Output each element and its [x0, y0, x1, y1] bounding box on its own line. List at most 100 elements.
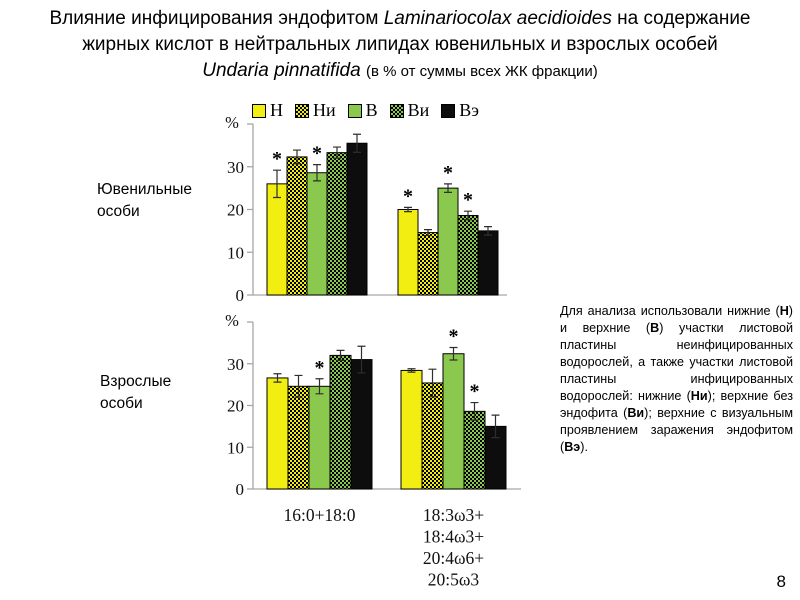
legend-swatch-green [347, 103, 362, 118]
legend-label: Вэ [459, 100, 480, 120]
error-bar-В-group2 [449, 346, 458, 361]
row-label-adult: Взрослые особи [100, 373, 172, 412]
significance-star: * [449, 325, 459, 347]
legend-item-Ви: Ви [389, 100, 430, 121]
legend-item-Ни: Ни [295, 100, 336, 121]
chart-legend: Н Ни В Ви Вэ [252, 100, 479, 121]
error-bar-Ви-group1 [333, 146, 341, 159]
x-category-label: 18:3ω3+ [423, 505, 484, 525]
slide-title: Влияние инфицирования эндофитом Laminari… [0, 6, 800, 85]
bar-Ни-group1 [286, 156, 308, 296]
significance-star: * [315, 357, 325, 379]
x-category-label: 16:0+18:0 [283, 505, 355, 525]
bar-Вэ-group1 [346, 142, 368, 296]
legend-item-Н: Н [252, 100, 283, 121]
row-label-juvenile: Ювенильные особи [97, 181, 192, 220]
bar-Ни-group2 [417, 232, 439, 296]
y-tick-label: 0 [236, 286, 245, 305]
error-bar-Ни-group2 [424, 228, 432, 237]
bar-Вэ-group1 [350, 359, 373, 490]
note-abbrev: Н [779, 304, 789, 318]
note-text: ); верхние с визуальным проявлением зара… [560, 406, 793, 454]
bar-charts: 0 10 20 30% * * * * * 0 10 20 30% * * * 16:0+18:0 18:3ω3+… [225, 113, 521, 590]
note-text: ) и верхние ( [560, 304, 793, 335]
error-bar-Ни-group1 [293, 149, 301, 165]
note-text: ). [580, 440, 588, 454]
error-bar-Вэ-group1 [353, 133, 361, 153]
bar-Ни-group2 [421, 382, 444, 490]
title-segment: Laminariocolax aecidioides [383, 8, 612, 29]
title-line: Влияние инфицирования эндофитом Laminari… [0, 6, 800, 32]
title-segment: Undaria pinnatifida [202, 60, 361, 81]
methods-note: Для анализа использовали нижние (Н) и ве… [560, 303, 793, 456]
legend-label: Н [270, 100, 283, 120]
legend-swatch-yellow-check [295, 103, 309, 118]
y-tick-label: 10 [227, 243, 244, 262]
note-text: ); верхние без эндофита ( [560, 389, 793, 420]
title-segment: (в % от суммы всех ЖК фракции) [365, 63, 598, 80]
bar-В-group1 [308, 385, 331, 490]
legend-label: Ви [407, 100, 430, 120]
chart-juvenile: 0 10 20 30% * * * * * [225, 113, 507, 305]
bar-В-group2 [437, 187, 459, 296]
x-category-label: 20:4ω6+ [423, 548, 484, 568]
legend-item-Вэ: Вэ [441, 100, 479, 121]
significance-star: * [463, 189, 473, 211]
title-segment: жирных кислот в нейтральных липидах ювен… [82, 34, 718, 55]
bar-Ви-group2 [463, 410, 486, 490]
title-line: Undaria pinnatifida (в % от суммы всех Ж… [0, 58, 800, 85]
title-line: жирных кислот в нейтральных липидах ювен… [0, 32, 800, 58]
y-axis-unit-label: % [225, 113, 239, 132]
bar-Н-group1 [266, 377, 289, 490]
bar-Ви-group1 [326, 152, 348, 296]
title-segment: на содержание [611, 8, 751, 29]
error-bar-Н-group2 [407, 368, 416, 373]
title-segment: Влияние инфицирования эндофитом [49, 8, 384, 29]
error-bar-Вэ-group2 [491, 414, 500, 439]
error-bar-В-group1 [313, 164, 321, 182]
legend-swatch-black [441, 103, 456, 118]
error-bar-Ви-group2 [464, 210, 472, 221]
significance-star: * [272, 148, 282, 170]
note-abbrev: Вэ [564, 440, 581, 454]
error-bar-Ви-group2 [470, 401, 479, 421]
y-tick-label: 10 [227, 438, 244, 457]
bar-Ни-group1 [287, 385, 310, 490]
legend-swatch-yellow [252, 103, 266, 118]
significance-star: * [403, 185, 413, 207]
bar-В-group2 [442, 353, 465, 490]
bar-Н-group2 [397, 209, 419, 296]
note-text: ) участки листовой пластины неинфицирова… [560, 321, 794, 403]
bar-Н-group2 [400, 369, 423, 490]
error-bar-Н-group1 [273, 169, 281, 199]
y-tick-label: 20 [227, 201, 244, 220]
x-category-label: 20:5ω3 [428, 570, 480, 590]
x-category-label: 18:4ω3+ [423, 527, 484, 547]
bar-Ви-group2 [457, 214, 479, 296]
y-tick-label: 30 [227, 158, 244, 177]
note-abbrev: В [650, 321, 660, 335]
error-bar-Ни-group1 [294, 374, 303, 398]
chart-adult: 0 10 20 30% * * * 16:0+18:0 18:3ω3+18:4ω3+20:4ω6… [225, 311, 521, 590]
legend-label: В [365, 100, 378, 120]
legend-label: Ни [313, 100, 336, 120]
error-bar-Н-group1 [273, 373, 282, 383]
significance-star: * [312, 143, 322, 165]
error-bar-В-group1 [315, 378, 324, 395]
y-tick-label: 30 [227, 355, 244, 374]
bar-Вэ-group2 [477, 230, 499, 296]
significance-star: * [443, 162, 453, 184]
legend-swatch-green-check [389, 103, 404, 118]
bar-Н-group1 [266, 183, 288, 296]
legend-item-В: В [347, 100, 378, 121]
note-abbrev: Ни [690, 389, 708, 403]
y-axis-unit-label: % [225, 311, 239, 330]
note-abbrev: Ви [627, 406, 645, 420]
error-bar-В-group2 [444, 183, 452, 193]
y-tick-label: 0 [236, 480, 245, 499]
error-bar-Ни-group2 [428, 368, 437, 398]
page-number: 8 [776, 572, 786, 591]
error-bar-Н-group2 [404, 206, 412, 213]
error-bar-Вэ-group1 [357, 345, 366, 374]
error-bar-Вэ-group2 [484, 226, 492, 236]
